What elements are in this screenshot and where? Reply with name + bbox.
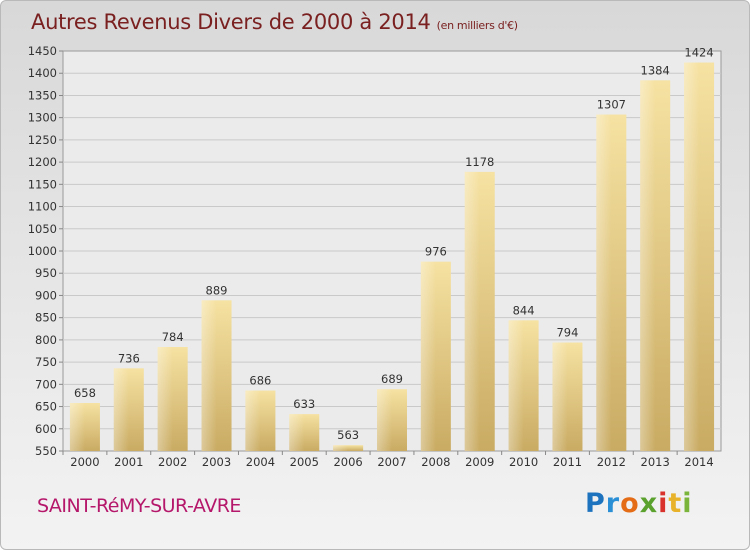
y-tick-label: 1000: [28, 244, 57, 258]
x-tick-label: 2013: [641, 455, 670, 469]
bar-highlight: [69, 403, 85, 451]
logo-letter: P: [585, 488, 606, 519]
y-tick-label: 900: [35, 288, 57, 302]
bar-value-label: 658: [74, 386, 96, 400]
chart-title: Autres Revenus Divers de 2000 à 2014 (en …: [31, 10, 518, 34]
bar-value-label: 736: [118, 351, 140, 365]
proxiti-logo: Proxiti: [585, 488, 693, 519]
bar-value-label: 1384: [641, 63, 670, 77]
y-tick-label: 1100: [28, 200, 57, 214]
bar-value-label: 686: [249, 374, 271, 388]
y-tick-label: 700: [35, 377, 57, 391]
x-tick-label: 2002: [158, 455, 187, 469]
bar-value-label: 689: [381, 372, 403, 386]
bar-value-label: 563: [337, 428, 359, 442]
chart-subtitle: (en milliers d'€): [436, 19, 518, 32]
x-tick-label: 2003: [202, 455, 231, 469]
bar-highlight: [464, 171, 480, 451]
x-tick-label: 2009: [465, 455, 494, 469]
y-tick-label: 1400: [28, 66, 57, 80]
bar-value-label: 976: [425, 245, 447, 259]
bar-highlight: [640, 80, 656, 451]
bar-value-label: 1424: [684, 46, 713, 60]
x-tick-label: 2007: [377, 455, 406, 469]
y-tick-label: 1300: [28, 111, 57, 125]
y-tick-label: 1050: [28, 222, 57, 236]
logo-letter: x: [639, 488, 659, 519]
logo-letter: o: [620, 488, 640, 519]
bar-value-label: 794: [556, 326, 578, 340]
bar-highlight: [245, 390, 261, 451]
y-tick-label: 1450: [28, 44, 57, 58]
bar-value-label: 1178: [465, 155, 494, 169]
x-tick-label: 2000: [70, 455, 99, 469]
bar-highlight: [113, 368, 129, 451]
bar-highlight: [596, 114, 612, 452]
logo-letter: r: [605, 488, 621, 519]
x-tick-label: 2001: [114, 455, 143, 469]
y-tick-label: 750: [35, 355, 57, 369]
x-tick-label: 2008: [421, 455, 450, 469]
bar-value-label: 784: [162, 330, 184, 344]
bar-highlight: [377, 389, 392, 451]
bar-value-label: 844: [513, 303, 535, 317]
y-tick-label: 850: [35, 311, 57, 325]
x-tick-label: 2005: [290, 455, 319, 469]
x-tick-label: 2006: [333, 455, 362, 469]
logo-letter: i: [682, 488, 693, 519]
y-tick-label: 1350: [28, 88, 57, 102]
y-tick-label: 600: [35, 422, 57, 436]
bar-value-label: 889: [206, 283, 228, 297]
city-name: SAINT-RéMY-SUR-AVRE: [37, 495, 241, 517]
bar-highlight: [508, 320, 524, 451]
bar-value-label: 1307: [597, 98, 626, 112]
bar-highlight: [684, 62, 700, 452]
bar-highlight: [289, 414, 305, 451]
x-tick-label: 2011: [553, 455, 582, 469]
y-tick-label: 800: [35, 333, 57, 347]
x-tick-label: 2014: [684, 455, 713, 469]
logo-letter: i: [658, 488, 669, 519]
bar-highlight: [420, 261, 436, 451]
bar-highlight: [333, 445, 349, 451]
bar-chart: 550 600 650 700 750 800 850 900 950 1000 1050 1100 1…: [28, 44, 722, 469]
x-tick-label: 2010: [509, 455, 538, 469]
title-text: Autres Revenus Divers de 2000 à 2014: [31, 10, 431, 34]
y-tick-label: 1250: [28, 133, 57, 147]
y-tick-label: 950: [35, 266, 57, 280]
bar-highlight: [157, 347, 173, 451]
y-tick-label: 1150: [28, 177, 57, 191]
y-tick-label: 550: [35, 444, 57, 458]
x-tick-label: 2004: [246, 455, 275, 469]
logo-letter: t: [668, 488, 683, 519]
bar-highlight: [552, 342, 568, 451]
y-tick-label: 1200: [28, 155, 57, 169]
x-tick-label: 2012: [597, 455, 626, 469]
bar-value-label: 633: [293, 397, 315, 411]
y-tick-label: 650: [35, 400, 57, 414]
bar-highlight: [201, 300, 217, 451]
